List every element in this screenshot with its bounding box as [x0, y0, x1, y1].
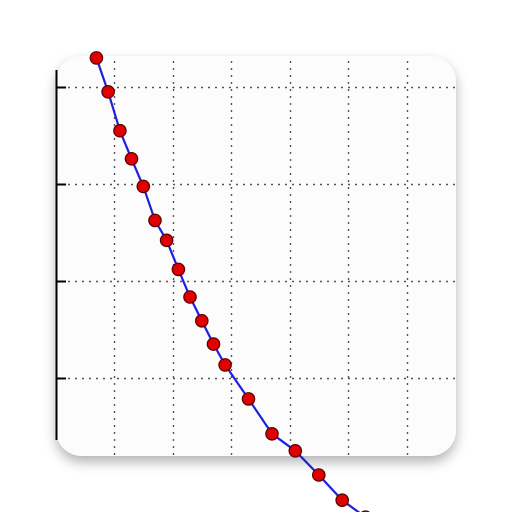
data-point	[195, 313, 209, 328]
data-point	[159, 233, 174, 248]
data-point	[311, 468, 326, 482]
icon-card	[56, 56, 456, 456]
data-point	[124, 152, 139, 166]
data-point	[101, 85, 115, 99]
data-point	[148, 213, 162, 228]
series-line	[95, 57, 361, 512]
data-point	[136, 179, 151, 194]
data-point	[206, 337, 221, 351]
plot-area	[89, 51, 370, 512]
data-point	[113, 123, 127, 138]
data-point	[265, 426, 279, 441]
y-axis-ticks	[56, 86, 66, 380]
data-point	[183, 290, 197, 304]
data-point	[171, 262, 186, 277]
data-point	[335, 493, 349, 507]
grid-lines	[56, 56, 456, 456]
data-point	[241, 392, 256, 406]
data-point	[89, 51, 104, 65]
data-point	[218, 358, 232, 372]
data-point	[288, 443, 303, 458]
